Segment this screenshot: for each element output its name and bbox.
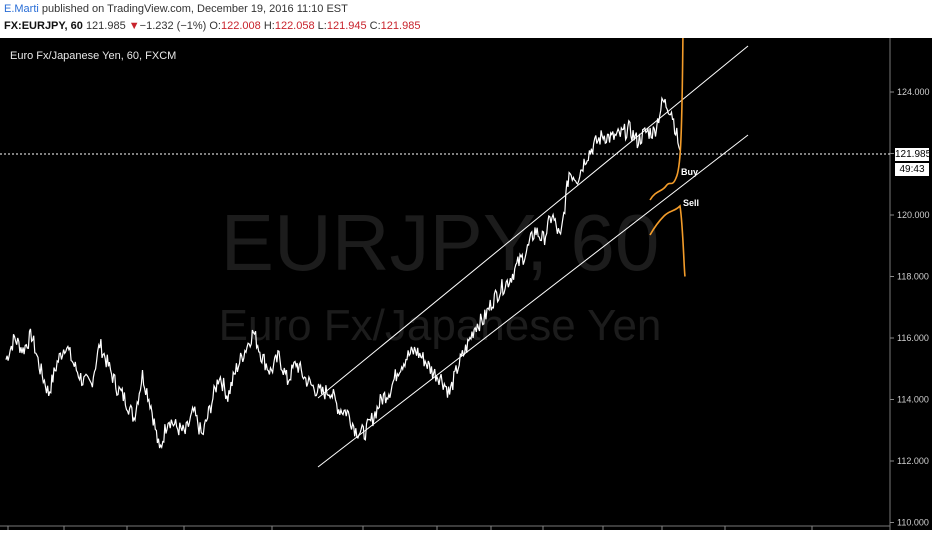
open-value: 122.008 (221, 20, 261, 32)
buy-label: Buy (681, 167, 698, 177)
low-value: 121.945 (326, 20, 367, 32)
quote-line: FX:EURJPY, 60 121.985 ▼−1.232 (−1%) O:12… (4, 20, 420, 32)
open-label: O: (209, 20, 221, 32)
channel-lower-line[interactable] (317, 134, 749, 468)
sell-label: Sell (683, 198, 699, 208)
sell-projection-line (649, 204, 686, 277)
chart-title: Euro Fx/Japanese Yen, 60, FXCM (10, 50, 177, 62)
y-tick-label: 124.000 (897, 87, 930, 97)
y-tick-label: 118.000 (897, 272, 929, 282)
symbol-label[interactable]: FX:EURJPY, 60 (4, 20, 83, 32)
price-chart[interactable]: EURJPY, 60 Euro Fx/Japanese Yen 128.0001… (0, 38, 932, 530)
low-label: L: (317, 20, 327, 32)
y-tick-label: 110.000 (897, 518, 929, 528)
countdown-tag: 49:43 (895, 162, 929, 176)
close-label: C: (369, 20, 381, 32)
high-label: H: (263, 20, 275, 32)
price-series-line (5, 96, 681, 449)
channel-upper-line[interactable] (317, 45, 749, 399)
publish-line: E.Marti published on TradingView.com, De… (4, 3, 348, 15)
price-axis[interactable]: 128.000126.000124.000122.000120.000118.0… (890, 38, 930, 528)
last-price: 121.985 (85, 20, 126, 32)
watermark-symbol: EURJPY, 60 (221, 198, 660, 287)
y-tick-label: 116.000 (897, 333, 929, 343)
down-arrow-icon: ▼ (128, 20, 140, 32)
buy-projection-line (649, 38, 684, 201)
author-link[interactable]: E.Marti (4, 3, 39, 15)
header-bar: E.Marti published on TradingView.com, De… (0, 0, 932, 38)
y-tick-label: 114.000 (897, 395, 929, 405)
high-value: 122.058 (274, 20, 315, 32)
close-value: 121.985 (380, 20, 421, 32)
time-axis[interactable]: Sep1221Oct17Nov1412:00Dec1221201716 (0, 526, 817, 530)
watermark-name: Euro Fx/Japanese Yen (219, 301, 662, 350)
publish-info: published on TradingView.com, December 1… (38, 3, 348, 15)
y-tick-label: 120.000 (897, 210, 930, 220)
price-change: −1.232 (−1%) (139, 20, 207, 32)
y-tick-label: 112.000 (897, 456, 929, 466)
last-price-tag: 121.985 (895, 147, 932, 161)
footer-strip (0, 530, 932, 550)
